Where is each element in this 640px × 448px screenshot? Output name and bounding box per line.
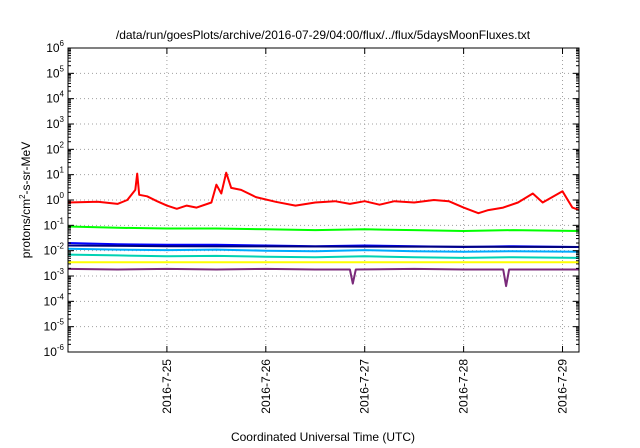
y-tick-label: 103 [46, 115, 64, 131]
series-line-0 [68, 171, 579, 215]
series-line-7 [68, 267, 579, 288]
y-tick-label: 101 [46, 166, 64, 182]
series-line-4 [68, 253, 579, 259]
y-tick-label: 10-4 [44, 292, 65, 308]
series-line-3 [68, 247, 579, 253]
chart-title: /data/run/goesPlots/archive/2016-07-29/0… [116, 28, 531, 42]
y-tick-label: 10-5 [44, 318, 65, 334]
y-tick-label: 106 [46, 39, 64, 55]
x-tick-label: 2016-7-26 [259, 359, 273, 414]
y-axis: 10-6 10-5 10-4 10-3 10-2 10-1 100 101 102 103 104 1… [44, 39, 579, 359]
y-tick-label: 102 [46, 140, 64, 156]
series-line-1 [68, 225, 579, 232]
x-axis-label: Coordinated Universal Time (UTC) [231, 430, 415, 444]
y-tick-label: 105 [46, 64, 64, 80]
y-tick-label: 10-6 [44, 343, 65, 359]
grid [68, 48, 579, 352]
x-tick-label: 2016-7-28 [457, 359, 471, 414]
x-axis: 2016-7-25 2016-7-26 2016-7-27 2016-7-28 2016… [160, 48, 570, 414]
y-tick-label: 10-3 [44, 267, 65, 283]
x-tick-label: 2016-7-27 [358, 359, 372, 414]
series-group [68, 171, 579, 288]
x-tick-label: 2016-7-25 [160, 359, 174, 414]
y-tick-label: 10-1 [44, 216, 65, 232]
y-tick-label: 100 [46, 191, 64, 207]
y-axis-label: protons/cm2-s-sr-MeV [18, 142, 33, 258]
y-tick-label: 104 [46, 90, 64, 106]
x-tick-label: 2016-7-29 [556, 359, 570, 414]
y-tick-label: 10-2 [44, 242, 65, 258]
series-line-5 [68, 244, 579, 248]
